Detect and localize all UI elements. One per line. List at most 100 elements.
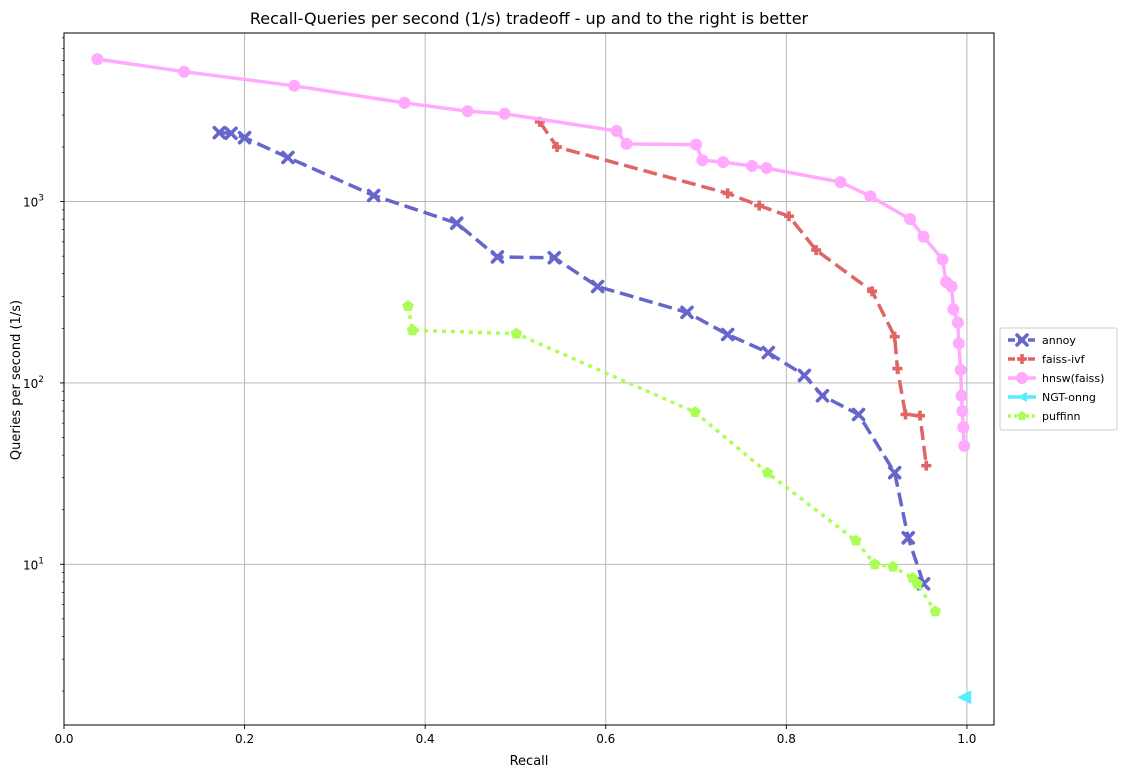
legend-label-faiss-ivf: faiss-ivf	[1042, 353, 1086, 366]
x-tick-label: 0.4	[416, 732, 435, 746]
data-point-faiss-ivf	[867, 286, 878, 297]
data-point-puffinn	[887, 560, 899, 572]
series-line-faiss-ivf	[538, 120, 929, 466]
data-point-faiss-ivf	[784, 211, 795, 222]
legend-label-annoy: annoy	[1042, 334, 1076, 347]
data-point-puffinn	[406, 324, 419, 336]
legend-label-ngt-onng: NGT-onng	[1042, 391, 1096, 404]
data-point-hnsw-faiss	[91, 53, 104, 66]
data-point-hnsw-faiss	[958, 439, 971, 452]
data-point-faiss-ivf	[551, 141, 562, 152]
data-point-annoy	[366, 188, 381, 203]
data-point-hnsw-faiss	[904, 213, 917, 226]
data-point-hnsw-faiss	[620, 137, 633, 150]
y-tick-label: 101	[23, 556, 44, 572]
legend-marker-hnsw-faiss	[1016, 372, 1028, 384]
y-tick-label: 102	[23, 375, 44, 391]
legend-item-puffinn: puffinn	[1008, 410, 1081, 423]
data-point-hnsw-faiss	[398, 96, 411, 109]
data-point-faiss-ivf	[754, 200, 765, 211]
data-point-hnsw-faiss	[957, 421, 970, 434]
data-point-annoy	[901, 530, 916, 545]
legend-item-hnsw-faiss: hnsw(faiss)	[1008, 372, 1104, 385]
legend-item-ngt-onng: NGT-onng	[1008, 391, 1096, 404]
data-point-faiss-ivf	[722, 188, 733, 199]
legend-item-faiss-ivf: faiss-ivf	[1008, 353, 1086, 366]
data-point-annoy	[720, 327, 735, 342]
data-point-hnsw-faiss	[947, 303, 960, 316]
data-point-annoy	[547, 250, 562, 265]
data-point-annoy	[281, 150, 295, 165]
data-point-hnsw-faiss	[696, 154, 709, 167]
data-point-hnsw-faiss	[746, 160, 759, 173]
x-tick-label: 0.0	[54, 732, 73, 746]
data-point-annoy	[224, 126, 238, 141]
series-layer	[91, 53, 972, 705]
series-annoy	[212, 125, 931, 591]
data-point-hnsw-faiss	[690, 138, 703, 151]
series-hnsw-faiss	[91, 53, 971, 452]
data-point-hnsw-faiss	[945, 280, 958, 293]
legend: annoy faiss-ivf hnsw(faiss) NGT-onng puffinn	[999, 327, 1118, 431]
data-point-annoy	[761, 345, 776, 360]
series-faiss-ivf	[534, 116, 932, 471]
data-point-hnsw-faiss	[917, 230, 930, 243]
data-point-annoy	[590, 279, 605, 294]
legend-frame	[999, 327, 1118, 431]
data-point-hnsw-faiss	[834, 176, 847, 189]
data-point-hnsw-faiss	[610, 124, 623, 137]
y-tick-label: 103	[23, 194, 44, 210]
data-point-puffinn	[689, 406, 701, 417]
data-point-annoy	[490, 250, 505, 264]
data-point-puffinn	[850, 534, 862, 546]
legend-marker-annoy	[1015, 333, 1029, 347]
legend-item-annoy: annoy	[1008, 333, 1076, 347]
data-point-faiss-ivf	[811, 245, 822, 256]
data-point-faiss-ivf	[900, 409, 911, 420]
data-point-hnsw-faiss	[954, 363, 967, 376]
data-point-faiss-ivf	[921, 460, 932, 471]
data-point-hnsw-faiss	[760, 162, 773, 175]
data-point-hnsw-faiss	[288, 79, 301, 92]
data-point-hnsw-faiss	[952, 337, 965, 350]
x-tick-label: 1.0	[957, 732, 976, 746]
data-point-hnsw-faiss	[955, 389, 968, 402]
data-point-puffinn	[761, 466, 774, 478]
data-point-annoy	[212, 125, 227, 140]
data-point-annoy	[851, 407, 866, 422]
data-point-puffinn	[402, 300, 414, 311]
x-tick-label: 0.8	[777, 732, 796, 746]
data-point-faiss-ivf	[889, 331, 900, 342]
legend-label-puffinn: puffinn	[1042, 410, 1081, 423]
data-point-hnsw-faiss	[498, 107, 511, 120]
series-ngt-onng	[957, 690, 972, 705]
data-point-puffinn	[869, 558, 881, 570]
x-tick-label: 0.2	[235, 732, 254, 746]
series-line-hnsw-faiss	[97, 57, 966, 446]
data-point-hnsw-faiss	[461, 105, 474, 118]
data-point-hnsw-faiss	[936, 253, 949, 266]
data-point-hnsw-faiss	[864, 190, 877, 203]
data-point-hnsw-faiss	[956, 405, 969, 418]
data-point-annoy	[797, 368, 812, 383]
series-puffinn	[402, 300, 941, 617]
plot-area-frame	[63, 32, 995, 726]
data-point-ngt-onng	[957, 690, 972, 705]
data-point-hnsw-faiss	[951, 316, 964, 329]
data-point-faiss-ivf	[892, 363, 903, 374]
x-axis-label: Recall	[510, 754, 549, 769]
data-point-annoy	[680, 305, 694, 320]
data-point-annoy	[887, 465, 902, 480]
grid	[64, 33, 994, 725]
series-line-puffinn	[406, 305, 937, 613]
data-point-annoy	[237, 130, 252, 145]
legend-marker-puffinn	[1017, 411, 1027, 420]
legend-marker-ngt-onng	[1017, 392, 1027, 402]
data-point-annoy	[449, 216, 464, 230]
axis-ticks: 0.0 0.2 0.4 0.6 0.8 1.0 101 102 103	[23, 37, 976, 746]
x-tick-label: 0.6	[596, 732, 615, 746]
y-axis-label: Queries per second (1/s)	[9, 300, 24, 460]
data-point-puffinn	[510, 327, 523, 339]
data-point-puffinn	[929, 605, 941, 617]
